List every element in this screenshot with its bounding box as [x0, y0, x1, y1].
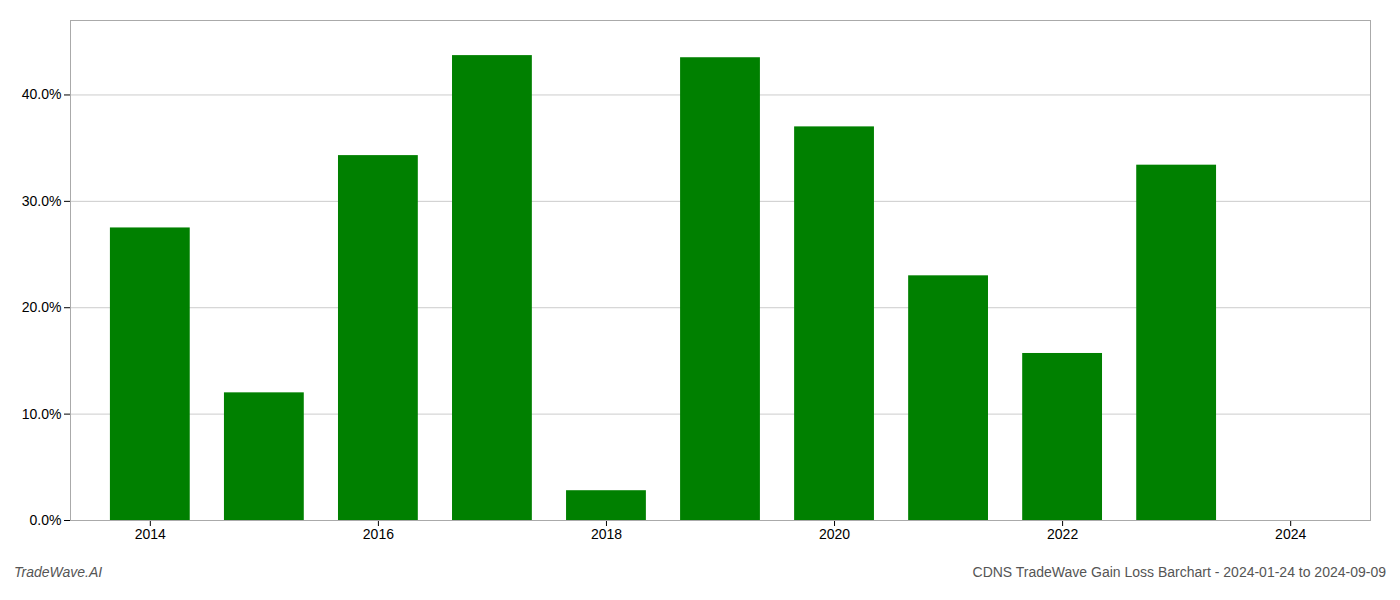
html-text:CDNS TradeWave Gain Loss Barch: CDNS TradeWave Gain Loss Barchart - 2024…	[972, 564, 1386, 580]
svg-text:10.0%: 10.0%	[22, 406, 62, 422]
svg-text:2014: 2014	[135, 526, 166, 542]
svg-text:2018: 2018	[591, 526, 622, 542]
svg-text:0.0%: 0.0%	[30, 512, 62, 528]
svg-text:30.0%: 30.0%	[22, 193, 62, 209]
svg-text:2022: 2022	[1047, 526, 1078, 542]
svg-text:20.0%: 20.0%	[22, 299, 62, 315]
svg-text:40.0%: 40.0%	[22, 86, 62, 102]
svg-text:2024: 2024	[1275, 526, 1306, 542]
html-text:TradeWave.AI: TradeWave.AI	[14, 564, 103, 580]
svg-text:2020: 2020	[819, 526, 850, 542]
svg-text:2016: 2016	[363, 526, 394, 542]
